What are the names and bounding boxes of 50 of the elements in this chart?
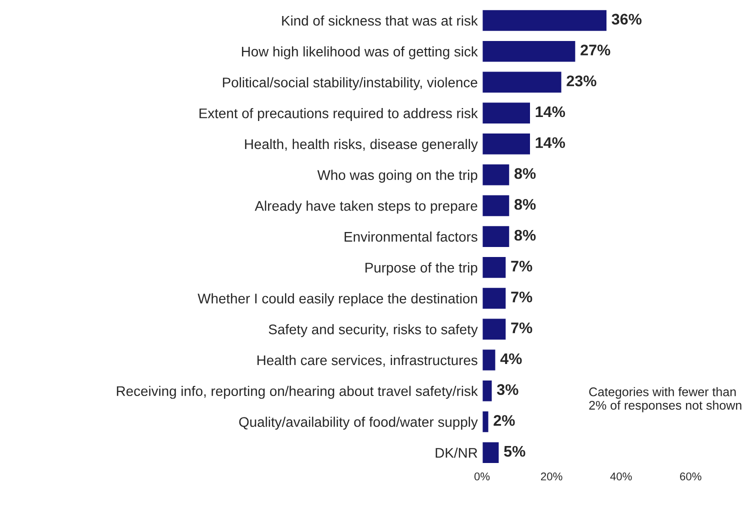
bar xyxy=(482,132,532,156)
data-label: 14% xyxy=(536,137,566,148)
bar xyxy=(482,8,608,32)
bar xyxy=(482,440,500,464)
data-label: 8% xyxy=(514,230,536,241)
data-label: 7% xyxy=(511,260,532,272)
data-label: 2% xyxy=(494,415,515,426)
y-tick-label: Health, health risks, disease generally xyxy=(245,138,478,152)
bar xyxy=(482,40,577,64)
bar xyxy=(482,286,508,310)
data-label: 7% xyxy=(511,292,532,302)
x-tick-label: 60% xyxy=(680,472,702,480)
data-label: 14% xyxy=(536,106,566,118)
data-label: 4% xyxy=(500,353,522,364)
bar xyxy=(482,348,497,372)
bar xyxy=(482,101,532,125)
data-label: 8% xyxy=(514,168,536,179)
y-tick-label: Safety and security, risks to safety xyxy=(268,324,478,338)
y-tick-label: DK/NR xyxy=(436,448,478,458)
bar xyxy=(482,194,511,218)
y-tick-label: Already have taken steps to prepare xyxy=(254,200,478,214)
y-tick-label: Kind of sickness that was at risk xyxy=(282,15,478,26)
data-label: 36% xyxy=(612,14,642,25)
data-label: 23% xyxy=(566,76,596,86)
data-label: 7% xyxy=(511,322,532,334)
data-label: 3% xyxy=(496,384,518,396)
y-tick-label: Health care services, infrastructures xyxy=(257,354,478,367)
x-tick-label: 0% xyxy=(474,472,490,480)
y-tick-label: How high likelihood was of getting sick xyxy=(242,46,478,60)
data-label: 5% xyxy=(504,446,526,457)
bar xyxy=(482,256,508,280)
annotation: Categories with fewer than 2% of responses not shown xyxy=(589,387,742,412)
bar xyxy=(482,70,563,94)
data-label: 8% xyxy=(514,198,536,210)
bar xyxy=(482,379,494,403)
bar xyxy=(482,163,511,187)
y-tick-label: Receiving info, reporting on/hearing about travel safety/risk xyxy=(116,386,478,399)
bar xyxy=(482,410,490,434)
x-tick-label: 40% xyxy=(610,472,632,480)
data-label: 27% xyxy=(580,44,610,56)
y-tick-label: Purpose of the trip xyxy=(366,262,478,276)
y-tick-label: Environmental factors xyxy=(344,232,478,242)
x-tick-label: 20% xyxy=(540,472,562,480)
y-tick-label: Extent of precautions required to address risk xyxy=(200,108,478,122)
y-tick-label: Who was going on the trip xyxy=(317,170,478,183)
bar xyxy=(482,224,511,248)
y-tick-label: Political/social stability/instability, violence xyxy=(222,77,478,90)
bar xyxy=(482,317,508,341)
y-tick-label: Quality/availability of food/water supply xyxy=(239,416,478,430)
y-tick-label: Whether I could easily replace the destination xyxy=(198,293,477,306)
